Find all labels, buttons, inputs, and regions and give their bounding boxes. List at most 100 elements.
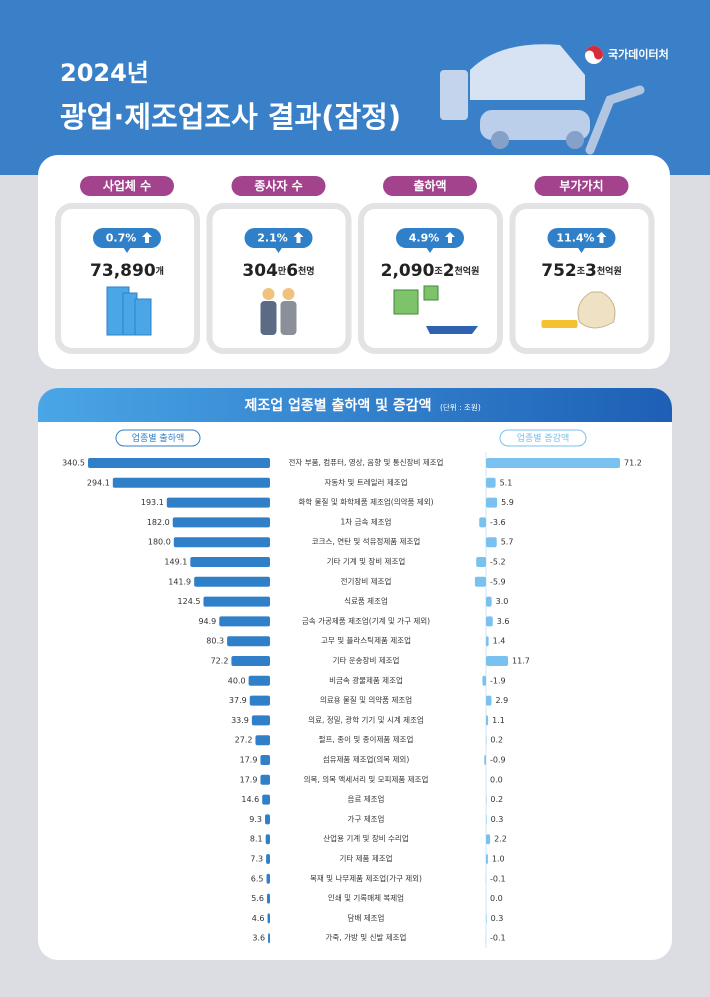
value-label: 7.3 — [250, 855, 263, 864]
category-label: 펄프, 종이 및 종이제품 제조업 — [319, 734, 414, 744]
value-label: 1.4 — [493, 637, 506, 646]
value-label: 37.9 — [229, 696, 247, 705]
category-label: 인쇄 및 기록매체 복제업 — [328, 893, 404, 903]
category-label: 산업용 기계 및 장비 수리업 — [323, 833, 408, 843]
card-value-part: 천억원 — [455, 265, 480, 277]
card-label: 종사자 수 — [254, 178, 302, 193]
value-label: 14.6 — [241, 795, 259, 804]
value-label: 11.7 — [512, 657, 530, 666]
card-value-part: 2,090 — [381, 261, 435, 281]
value-label: 340.5 — [62, 459, 85, 468]
bar — [486, 458, 620, 468]
card-change: 2.1% — [257, 232, 288, 245]
value-label: 71.2 — [624, 459, 642, 468]
bar — [249, 695, 270, 706]
card-label-pill — [534, 176, 629, 196]
value-label: 33.9 — [231, 716, 249, 725]
bar — [231, 656, 270, 666]
card-value-part: 개 — [156, 265, 164, 277]
chart-title: 제조업 업종별 출하액 및 증감액 — [245, 397, 432, 414]
icon — [393, 289, 419, 315]
bar — [265, 834, 270, 845]
card-value-part: 6 — [286, 261, 298, 281]
bar — [190, 557, 270, 567]
bar — [194, 576, 270, 587]
bar — [486, 834, 491, 845]
category-label: 의료용 물질 및 의약품 제조업 — [320, 695, 412, 705]
value-label: 193.1 — [141, 498, 164, 507]
value-label: -1.9 — [490, 676, 506, 685]
card-value: 752조3천억원 — [541, 261, 621, 281]
up-arrow — [293, 232, 304, 243]
value-label: 9.3 — [249, 815, 262, 824]
value-label: 17.9 — [240, 775, 258, 784]
value-label: 180.0 — [148, 538, 171, 547]
chart-header — [38, 388, 672, 422]
value-label: 294.1 — [87, 478, 110, 487]
legend-label: 업종별 증감액 — [517, 432, 570, 444]
value-label: 80.3 — [206, 637, 224, 646]
category-label: 기타 제품 제조업 — [339, 854, 392, 863]
value-label: 141.9 — [168, 577, 191, 586]
bar — [172, 517, 270, 528]
chart: 전자 부품, 컴퓨터, 영상, 음향 및 통신장비 제조업 340.5 71.2 자동… — [62, 457, 642, 944]
change-pill — [244, 228, 313, 248]
category-label: 의복, 의복 액세서리 및 모피제품 제조업 — [304, 774, 429, 784]
legend-pill — [499, 429, 587, 447]
value-label: 0.3 — [491, 815, 504, 824]
bar — [255, 735, 270, 746]
value-label: 149.1 — [164, 558, 187, 567]
category-label: 섬유제품 제조업(의복 제외) — [323, 754, 410, 764]
value-label: 5.9 — [501, 498, 514, 507]
value-label: 0.2 — [490, 736, 503, 745]
category-label: 가구 제조업 — [348, 814, 385, 823]
icon — [577, 291, 616, 329]
bar — [486, 695, 492, 706]
value-label: -3.6 — [490, 518, 506, 527]
change-pill — [396, 228, 464, 248]
logo-emblem-red — [585, 46, 603, 60]
change-pill — [547, 228, 616, 248]
bar — [219, 616, 270, 627]
category-label: 음료 제조업 — [348, 795, 385, 804]
value-label: 72.2 — [211, 657, 229, 666]
category-label: 1차 금속 제조업 — [341, 517, 392, 526]
change-tail — [426, 247, 434, 253]
value-label: -5.9 — [490, 577, 506, 586]
up-arrow — [445, 232, 455, 243]
header-band — [0, 0, 710, 175]
value-label: 1.1 — [492, 716, 505, 725]
header-illustration — [440, 44, 645, 155]
card-value-part: 만 — [278, 265, 287, 277]
bar — [484, 755, 486, 765]
value-label: 0.3 — [491, 914, 504, 923]
bar — [486, 636, 489, 647]
bar — [486, 537, 497, 548]
category-label: 고무 및 플라스틱제품 제조업 — [321, 635, 411, 645]
bar — [486, 854, 488, 864]
card-box — [55, 203, 200, 354]
card-value: 73,890개 — [90, 261, 164, 281]
bar — [203, 596, 270, 607]
value-label: 5.7 — [501, 538, 514, 547]
bar — [267, 893, 270, 904]
card-value-part: 조 — [577, 266, 586, 277]
bar — [268, 933, 270, 944]
value-label: 17.9 — [240, 756, 258, 765]
category-label: 비금속 광물제품 제조업 — [329, 675, 403, 685]
bar — [262, 794, 270, 805]
value-label: -0.1 — [490, 934, 506, 943]
card-value-part: 73,890 — [90, 261, 156, 281]
bar — [266, 873, 270, 884]
value-label: 0.0 — [490, 775, 503, 784]
legend-pill — [115, 429, 201, 447]
card-box — [509, 203, 655, 354]
bar — [227, 636, 270, 647]
bar — [476, 557, 486, 567]
cards: 사업체 수 0.7% 73,890개 종사자 수 2.1% 304만6천명 출하액 4.9% 2… — [55, 176, 655, 354]
value-label: 27.2 — [235, 736, 253, 745]
card-label-pill — [80, 176, 174, 196]
bar — [486, 715, 489, 726]
icon — [282, 288, 295, 300]
